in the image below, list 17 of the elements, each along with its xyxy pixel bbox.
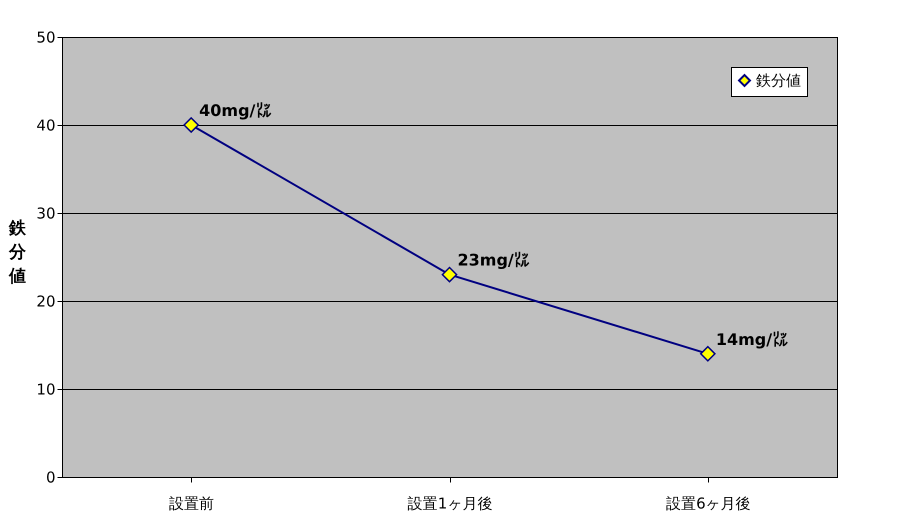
x-tick-label: 設置6ヶ月後 — [666, 494, 751, 512]
y-tick-label: 20 — [36, 292, 56, 310]
y-tick-label: 30 — [36, 204, 56, 222]
data-label: 23mg/㍑ — [458, 250, 530, 270]
x-tick-label: 設置前 — [169, 494, 214, 512]
y-axis-title: 鉄分値 — [8, 218, 27, 286]
point — [183, 117, 199, 133]
y-tick-label: 50 — [36, 28, 56, 46]
y-tick-label: 40 — [36, 116, 56, 134]
legend-label: 鉄分値 — [756, 72, 801, 90]
y-tick-label: 0 — [46, 468, 56, 486]
x-tick-label: 設置1ヶ月後 — [408, 494, 492, 512]
point — [442, 266, 458, 282]
data-label: 14mg/㍑ — [716, 330, 788, 349]
point — [700, 346, 716, 362]
data-label: 40mg/㍑ — [199, 101, 272, 120]
y-tick-label: 10 — [36, 380, 56, 398]
